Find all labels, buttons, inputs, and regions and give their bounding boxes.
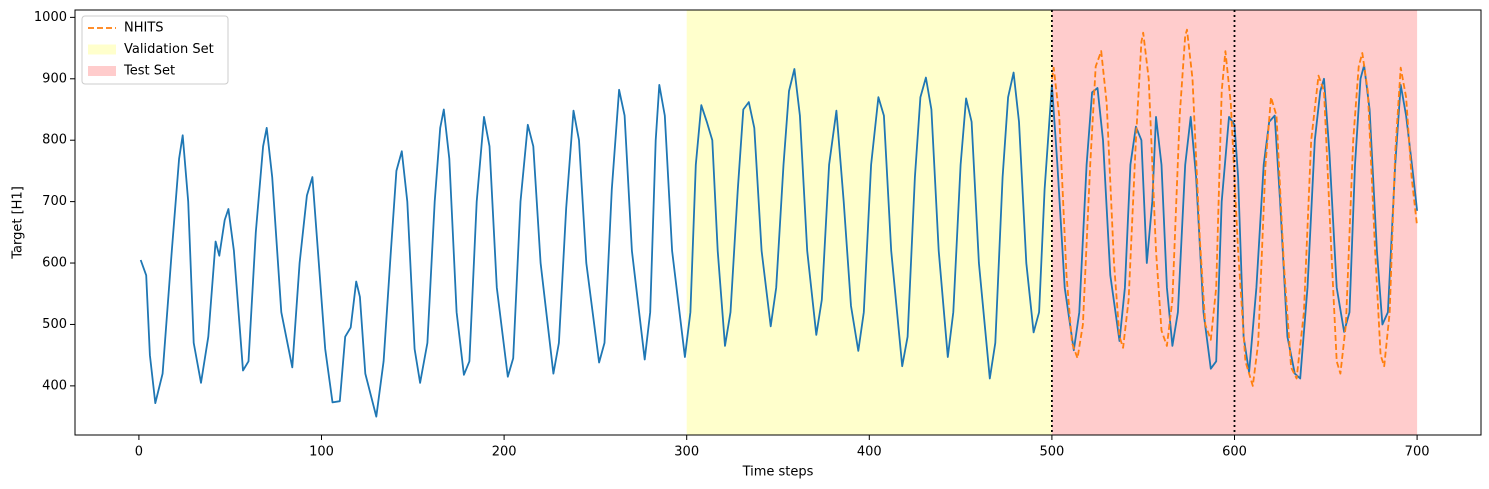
legend-patch [88,44,116,55]
y-tick-label: 700 [42,194,67,209]
y-axis-label: Target [H1] [11,186,26,260]
x-tick-label: 500 [1039,445,1064,460]
x-tick-label: 400 [857,445,882,460]
y-tick-label: 400 [42,378,67,393]
legend-label: Validation Set [124,42,214,57]
y-tick-label: 900 [42,71,67,86]
y-tick-label: 800 [42,133,67,148]
x-tick-label: 200 [492,445,517,460]
legend-box [81,15,229,85]
plot-frame [74,9,1482,436]
legend: NHITS Validation Set Test Set [81,15,229,85]
y-tick-label: 600 [42,256,67,271]
x-tick-label: 600 [1222,445,1247,460]
x-tick-label: 300 [674,445,699,460]
y-tick-label: 500 [42,317,67,332]
series-line [139,64,1418,418]
shaded-span [686,10,1052,435]
legend-label: NHITS [124,21,164,36]
legend-label: Test Set [123,64,175,79]
legend-patch [88,66,116,76]
series-line [1051,28,1418,387]
x-tick-label: 700 [1405,445,1430,460]
y-tick-label: 1000 [34,10,67,25]
x-tick-label: 0 [135,445,143,460]
x-tick-label: 100 [309,445,334,460]
x-axis-label: Time steps [742,465,814,480]
